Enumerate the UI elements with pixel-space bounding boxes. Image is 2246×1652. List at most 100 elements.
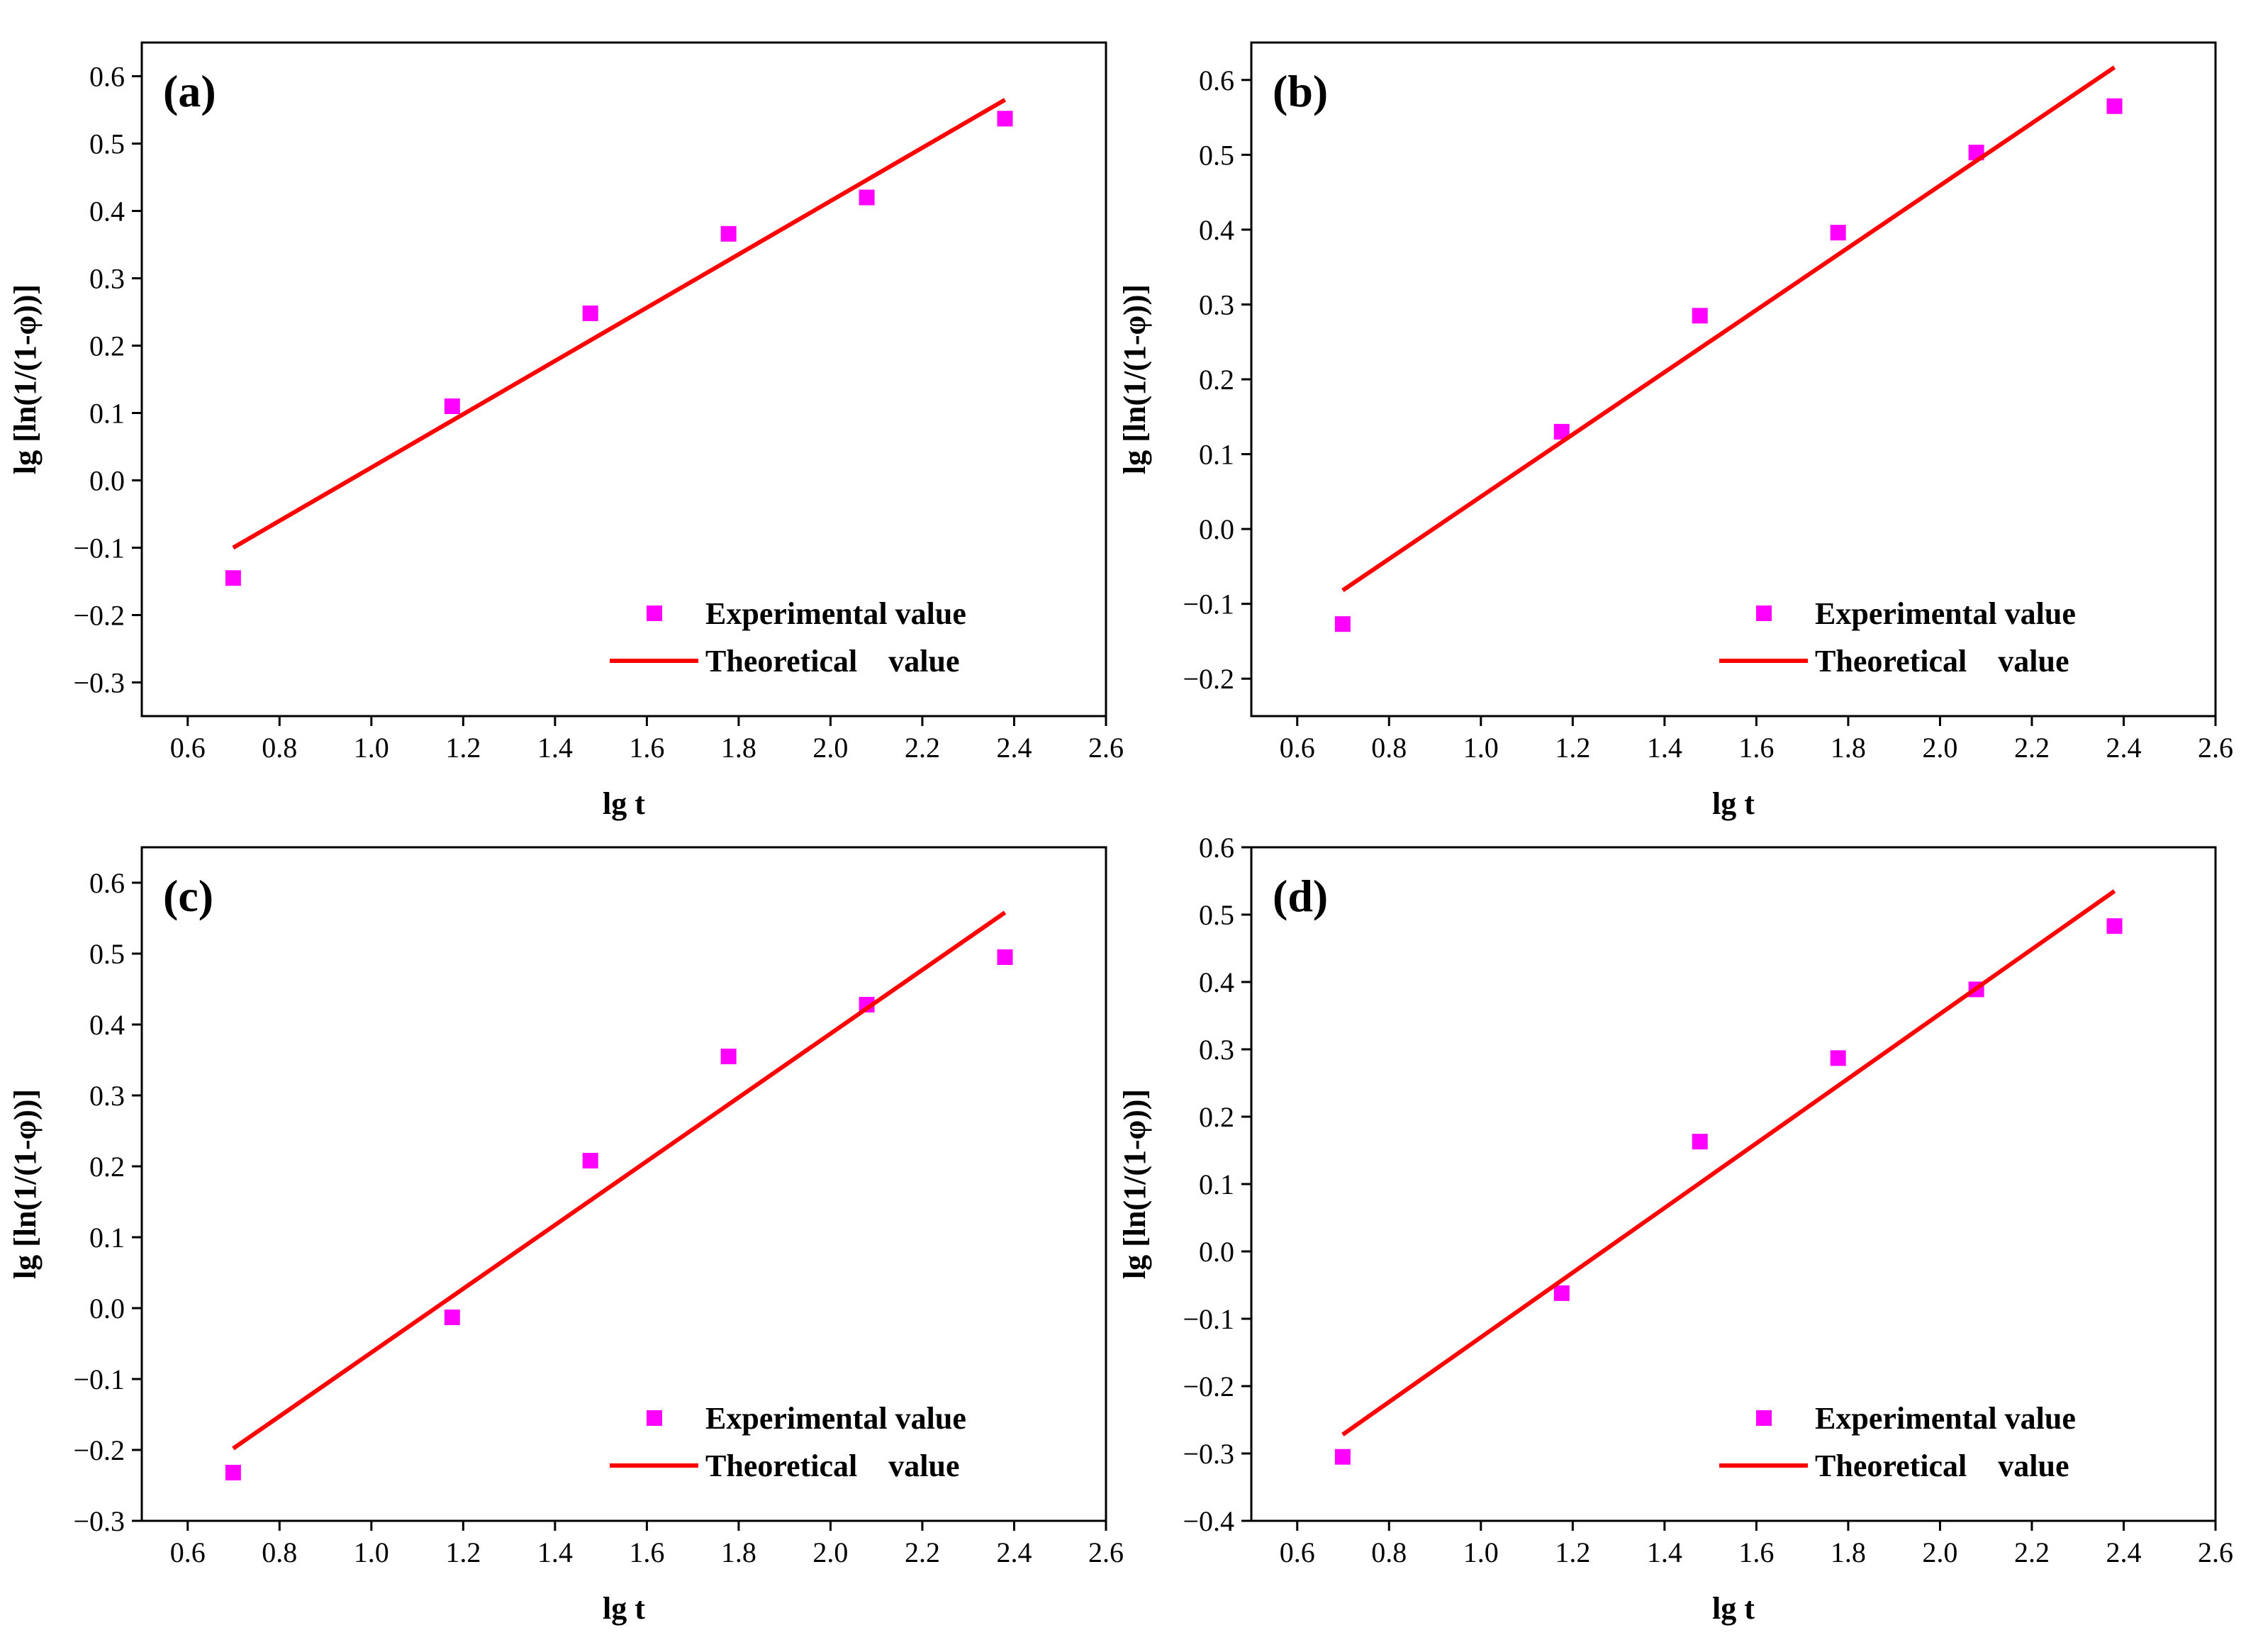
experimental-point xyxy=(1334,616,1351,632)
x-tick-label: 2.4 xyxy=(2106,732,2141,764)
chart-panel-b: 0.6 0.8 1.0 1.2 1.4 1.6 1.8 2.0 2.2 2.4 2.6 −0.2 −0.… xyxy=(1117,41,2233,821)
y-tick-label: 0.2 xyxy=(89,1151,125,1183)
x-tick-label: 0.8 xyxy=(262,1536,297,1568)
y-tick-label: 0.5 xyxy=(1199,139,1234,171)
experimental-point xyxy=(1692,1134,1708,1150)
x-tick-label: 1.6 xyxy=(1738,1536,1774,1568)
x-tick-label: 1.2 xyxy=(1555,1536,1590,1568)
y-tick-label: −0.1 xyxy=(1183,1303,1234,1335)
y-axis-title: lg [ln(1/(1-φ))] xyxy=(8,284,43,474)
x-tick-label: 0.6 xyxy=(1280,732,1315,764)
experimental-point xyxy=(582,305,598,321)
y-tick-label: 0.1 xyxy=(1199,439,1234,471)
legend-label-theoretical: Theoretical value xyxy=(1815,644,2069,679)
chart-panel-a: 0.6 0.8 1.0 1.2 1.4 1.6 1.8 2.0 2.2 2.4 2.6 −0.3 −0.… xyxy=(8,41,1124,821)
legend-label-experimental: Experimental value xyxy=(1815,596,2076,631)
legend-marker-experimental xyxy=(647,1410,662,1426)
experimental-point xyxy=(225,1465,241,1480)
y-tick-label: 0.2 xyxy=(1199,364,1234,396)
y-tick-label: −0.1 xyxy=(73,1363,125,1395)
panel-label: (d) xyxy=(1273,871,1328,921)
theoretical-fit-line xyxy=(232,98,1007,550)
legend-marker-experimental xyxy=(1756,1410,1772,1426)
x-tick-label: 1.8 xyxy=(721,732,756,764)
legend-label-experimental: Experimental value xyxy=(1815,1401,2076,1436)
x-tick-label: 1.4 xyxy=(537,1536,573,1568)
x-tick-label: 1.2 xyxy=(445,732,481,764)
x-tick-label: 2.4 xyxy=(996,1536,1032,1568)
y-tick-label: 0.0 xyxy=(1199,1236,1234,1268)
x-tick-label: 1.4 xyxy=(537,732,573,764)
x-tick-label: 1.0 xyxy=(1463,732,1499,764)
plot-frame xyxy=(140,846,1107,1522)
x-tick-label: 2.6 xyxy=(2198,732,2233,764)
panel-label: (a) xyxy=(163,66,216,116)
experimental-point xyxy=(859,997,875,1012)
x-tick-label: 0.8 xyxy=(262,732,297,764)
y-tick-label: −0.2 xyxy=(73,1434,125,1466)
experimental-point xyxy=(582,1153,598,1168)
y-tick-label: 0.6 xyxy=(89,867,125,899)
x-tick-label: 2.6 xyxy=(1088,732,1124,764)
y-tick-label: 0.3 xyxy=(1199,289,1234,320)
experimental-point xyxy=(2106,918,2123,934)
y-tick-label: 0.0 xyxy=(89,1293,125,1324)
y-tick-label: −0.2 xyxy=(73,600,125,632)
x-tick-label: 1.6 xyxy=(629,732,664,764)
x-tick-label: 2.2 xyxy=(905,1536,940,1568)
x-tick-label: 0.6 xyxy=(1280,1536,1315,1568)
x-tick-label: 1.2 xyxy=(445,1536,481,1568)
x-tick-label: 1.0 xyxy=(354,1536,389,1568)
y-tick-label: 0.4 xyxy=(89,196,125,228)
experimental-point xyxy=(1334,1449,1351,1465)
y-tick-label: −0.3 xyxy=(73,667,125,699)
legend-marker-experimental xyxy=(1756,605,1772,621)
y-tick-label: 0.1 xyxy=(89,1222,125,1254)
legend-label-theoretical: Theoretical value xyxy=(705,1449,959,1483)
y-axis-title: lg [ln(1/(1-φ))] xyxy=(1117,1089,1152,1279)
experimental-point xyxy=(2106,98,2123,114)
x-tick-label: 1.8 xyxy=(721,1536,756,1568)
x-tick-label: 2.6 xyxy=(1088,1536,1124,1568)
y-tick-label: 0.5 xyxy=(1199,899,1234,931)
x-axis-title: lg t xyxy=(1712,786,1755,821)
x-tick-label: 2.0 xyxy=(812,1536,848,1568)
theoretical-fit-line xyxy=(232,910,1007,1451)
x-tick-label: 2.2 xyxy=(2014,1536,2050,1568)
y-tick-label: 0.4 xyxy=(89,1009,125,1041)
x-axis-title: lg t xyxy=(603,786,645,821)
experimental-point xyxy=(1830,1050,1846,1066)
experimental-point xyxy=(1830,225,1846,241)
y-tick-label: −0.3 xyxy=(1183,1438,1234,1470)
experimental-point xyxy=(444,398,460,414)
y-tick-label: 0.3 xyxy=(1199,1034,1234,1066)
y-tick-label: 0.3 xyxy=(89,1080,125,1112)
x-tick-label: 1.0 xyxy=(354,732,389,764)
experimental-point xyxy=(1692,308,1708,324)
legend-label-experimental: Experimental value xyxy=(705,1401,966,1436)
y-tick-label: 0.4 xyxy=(1199,214,1234,246)
y-tick-label: 0.1 xyxy=(89,398,125,430)
x-tick-label: 0.6 xyxy=(170,1536,206,1568)
legend-label-theoretical: Theoretical value xyxy=(705,644,959,679)
y-tick-label: 0.3 xyxy=(89,263,125,295)
x-tick-label: 2.4 xyxy=(2106,1536,2141,1568)
y-tick-label: 0.6 xyxy=(89,61,125,93)
y-axis-title: lg [ln(1/(1-φ))] xyxy=(8,1089,43,1279)
experimental-point xyxy=(720,225,737,242)
theoretical-fit-line xyxy=(1341,65,2116,593)
experimental-point xyxy=(444,1310,460,1325)
y-tick-label: 0.2 xyxy=(1199,1101,1234,1133)
x-tick-label: 2.0 xyxy=(1922,732,1957,764)
y-axis-title: lg [ln(1/(1-φ))] xyxy=(1117,284,1152,474)
y-tick-label: 0.6 xyxy=(1199,65,1234,96)
y-tick-label: −0.4 xyxy=(1183,1505,1234,1537)
y-tick-label: 0.2 xyxy=(89,330,125,362)
theoretical-fit-line xyxy=(1341,889,2116,1436)
legend-label-theoretical: Theoretical value xyxy=(1815,1449,2069,1483)
x-tick-label: 2.0 xyxy=(812,732,848,764)
experimental-point xyxy=(1553,1285,1570,1301)
panel-label: (b) xyxy=(1273,66,1328,116)
x-tick-label: 1.6 xyxy=(629,1536,664,1568)
experimental-point xyxy=(720,1049,737,1064)
